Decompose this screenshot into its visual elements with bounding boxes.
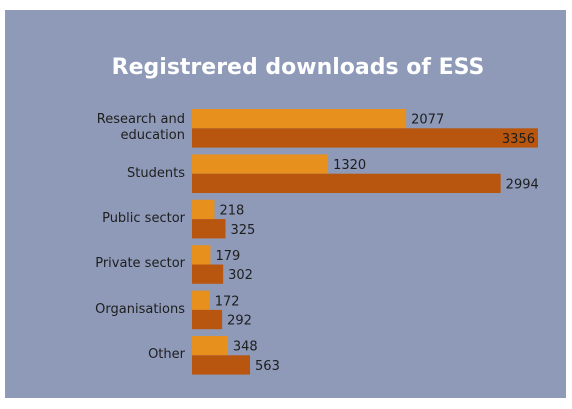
bar [192, 245, 211, 265]
value-label: 3356 [502, 132, 535, 147]
category-label: Organisations [95, 301, 185, 317]
value-label: 292 [227, 314, 252, 329]
value-label: 1320 [333, 158, 366, 173]
value-label: 302 [228, 268, 253, 283]
bar [192, 290, 210, 310]
bar [192, 109, 407, 129]
value-label: 348 [233, 340, 258, 355]
chart-panel [5, 10, 566, 398]
value-label: 172 [215, 294, 240, 309]
value-label: 563 [255, 359, 280, 374]
category-label: Students [127, 165, 185, 181]
chart-title: Registrered downloads of ESS [112, 55, 485, 80]
value-label: 2994 [506, 177, 539, 192]
value-label: 325 [231, 223, 256, 238]
category-label: Public sector [102, 211, 185, 227]
value-label: 2077 [411, 113, 444, 128]
category-label: Research and education [96, 112, 185, 144]
bar [192, 128, 538, 148]
bar [192, 154, 329, 174]
value-label: 179 [215, 249, 240, 264]
bar [192, 219, 226, 239]
category-label: Private sector [95, 256, 185, 272]
bar [192, 264, 224, 284]
bar [192, 336, 228, 356]
bar [192, 173, 501, 193]
category-label: Other [148, 347, 185, 363]
bar [192, 309, 223, 330]
value-label: 218 [219, 203, 244, 218]
bar [192, 199, 215, 220]
bar [192, 355, 251, 375]
